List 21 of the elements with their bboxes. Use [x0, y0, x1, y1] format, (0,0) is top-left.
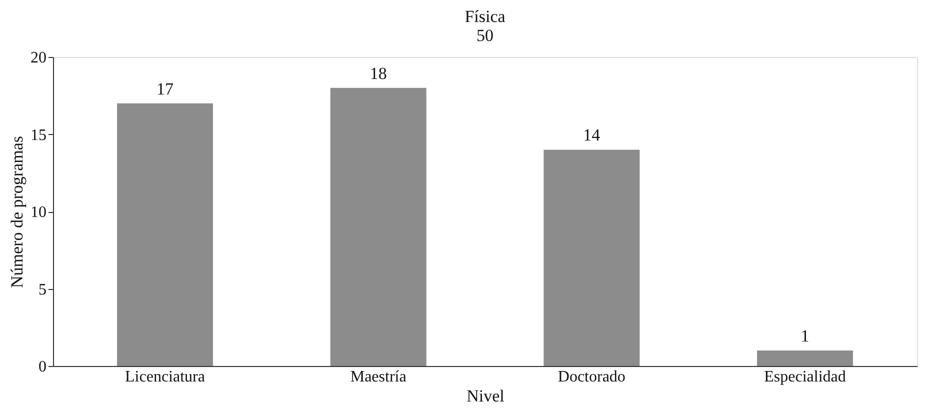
- chart-title: Física: [464, 7, 506, 26]
- bar: [330, 88, 426, 366]
- y-tick-label: 5: [38, 281, 46, 298]
- y-tick-label: 10: [30, 204, 46, 221]
- bar: [544, 150, 640, 366]
- bar: [757, 350, 853, 366]
- x-tick-label: Doctorado: [558, 368, 626, 386]
- y-tick-label: 20: [30, 50, 46, 66]
- data-label: 17: [156, 79, 174, 98]
- data-label: 18: [370, 64, 387, 83]
- data-label: 14: [583, 126, 601, 145]
- bar: [117, 103, 213, 366]
- x-tick-label: Especialidad: [764, 368, 846, 386]
- y-axis-title: Número de programas: [8, 136, 26, 288]
- x-tick-label: Maestría: [350, 368, 406, 386]
- y-tick-label: 15: [30, 126, 46, 144]
- x-axis-title: Nivel: [466, 386, 505, 406]
- data-label: 1: [800, 326, 810, 346]
- y-tick-label: 0: [38, 358, 46, 376]
- x-tick-label: Licenciatura: [125, 368, 205, 386]
- chart-subtitle: 50: [476, 26, 494, 45]
